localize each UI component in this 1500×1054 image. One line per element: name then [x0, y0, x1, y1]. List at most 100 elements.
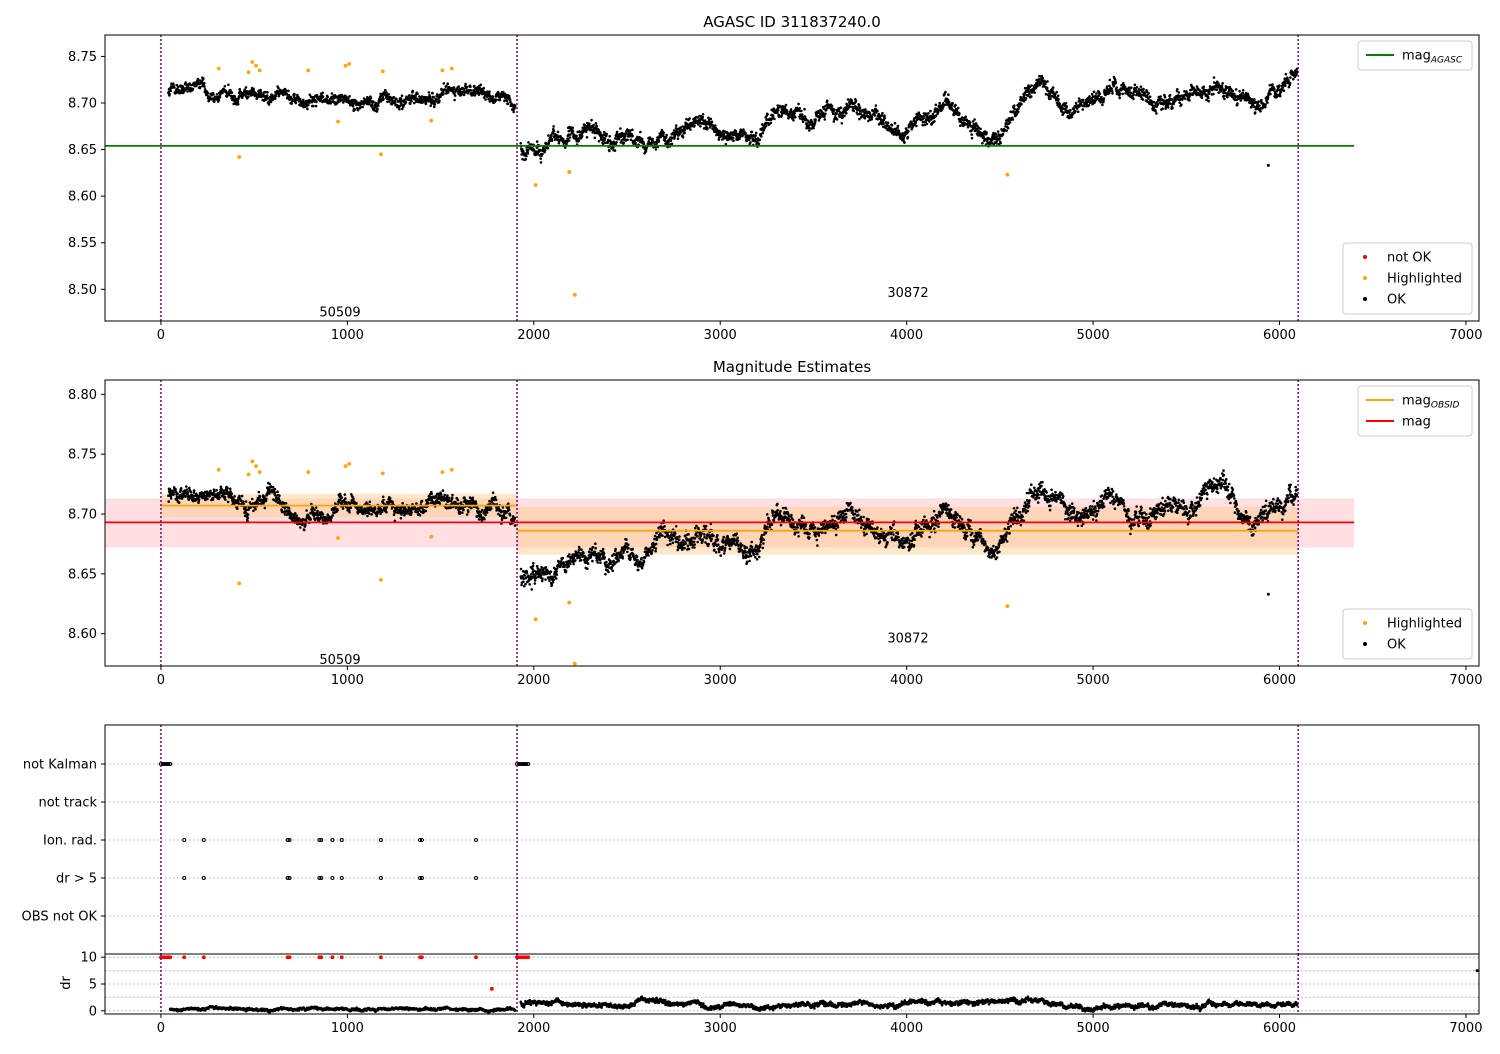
data-point: [688, 117, 691, 120]
data-point: [454, 501, 457, 504]
data-point: [483, 87, 486, 90]
data-point: [259, 495, 262, 498]
data-point: [608, 150, 611, 153]
data-point: [1020, 103, 1023, 106]
data-point: [1258, 104, 1261, 107]
data-point: [849, 105, 852, 108]
data-point: [1017, 110, 1020, 113]
data-point: [1147, 92, 1150, 95]
data-point: [416, 93, 419, 96]
data-point: [258, 69, 262, 73]
data-point: [304, 524, 307, 527]
data-point: [1009, 121, 1012, 124]
data-point: [786, 111, 789, 114]
data-point: [382, 496, 385, 499]
data-point: [441, 470, 445, 474]
data-point: [276, 490, 279, 493]
data-point: [1161, 107, 1164, 110]
data-point: [203, 85, 206, 88]
data-point: [394, 101, 397, 104]
data-point: [369, 501, 372, 504]
data-point: [689, 128, 692, 131]
data-point: [1171, 107, 1174, 110]
data-point: [483, 518, 486, 521]
data-point: [344, 464, 348, 468]
data-point: [995, 133, 998, 136]
data-point: [429, 119, 433, 123]
data-point: [1023, 94, 1026, 97]
data-point: [238, 495, 241, 498]
data-point: [1013, 108, 1016, 111]
data-point: [347, 462, 351, 466]
data-point: [665, 134, 668, 137]
data-point: [1169, 94, 1172, 97]
data-point: [1267, 164, 1270, 167]
data-point: [884, 117, 887, 120]
data-point: [1134, 84, 1137, 87]
data-point: [1253, 105, 1256, 108]
data-point: [1284, 84, 1287, 87]
data-point: [794, 116, 797, 119]
data-point: [544, 149, 547, 152]
data-point: [1095, 92, 1098, 95]
data-point: [845, 112, 848, 115]
data-point: [619, 127, 622, 130]
data-point: [702, 113, 705, 116]
legend-swatch: [1363, 297, 1367, 301]
y-tick-label: 8.65: [68, 143, 97, 158]
data-point: [430, 493, 433, 496]
data-point: [269, 483, 272, 486]
data-point: [814, 118, 817, 121]
data-point: [295, 514, 298, 517]
data-point: [173, 86, 176, 89]
data-point: [1074, 110, 1077, 113]
data-point: [1052, 86, 1055, 89]
data-point: [393, 96, 396, 99]
data-point: [495, 99, 498, 102]
data-point: [322, 513, 325, 516]
data-point: [1207, 97, 1210, 100]
data-point: [631, 135, 634, 138]
data-point: [755, 132, 758, 135]
data-point: [489, 100, 492, 103]
data-point: [1077, 110, 1080, 113]
data-point: [875, 104, 878, 107]
data-point: [376, 108, 379, 111]
data-point: [331, 92, 334, 95]
data-point: [247, 517, 250, 520]
data-point: [451, 496, 454, 499]
data-point: [361, 106, 364, 109]
data-point: [903, 137, 906, 140]
data-point: [751, 131, 754, 134]
data-point: [858, 118, 861, 121]
data-point: [259, 89, 262, 92]
legend-upper-right: magAGASC: [1358, 41, 1472, 70]
data-point: [469, 89, 472, 92]
data-point: [1030, 95, 1033, 98]
data-point: [881, 112, 884, 115]
data-point: [287, 90, 290, 93]
data-point: [469, 86, 472, 89]
data-point: [372, 100, 375, 103]
data-point: [490, 507, 493, 510]
data-point: [823, 115, 826, 118]
data-point: [446, 494, 449, 497]
data-point: [224, 498, 227, 501]
data-point: [168, 93, 171, 96]
data-point: [274, 491, 277, 494]
data-point: [306, 108, 309, 111]
data-point: [271, 94, 274, 97]
data-point: [1221, 82, 1224, 85]
data-point: [347, 62, 351, 66]
data-point: [1036, 85, 1039, 88]
data-point: [352, 497, 355, 500]
data-point: [891, 124, 894, 127]
data-point: [315, 101, 318, 104]
data-point: [1057, 95, 1060, 98]
data-point: [431, 92, 434, 95]
obsid-label: 50509: [319, 306, 360, 321]
